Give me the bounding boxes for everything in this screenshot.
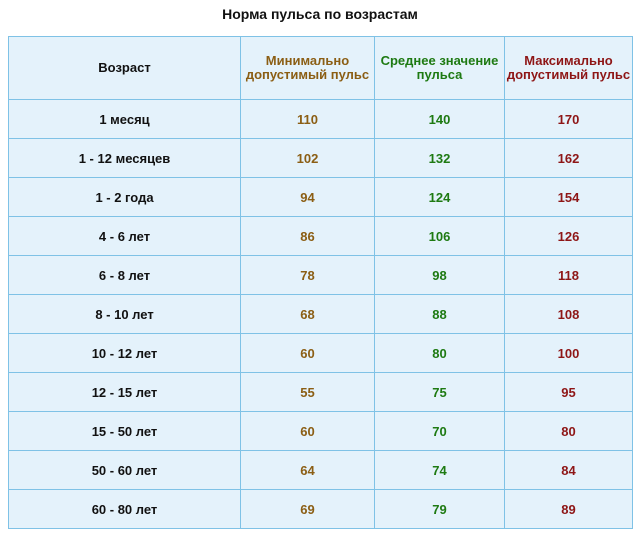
cell-max: 126 <box>504 216 633 256</box>
pulse-table: Возраст Минимально допустимый пульс Сред… <box>8 36 633 529</box>
cell-avg: 74 <box>374 450 505 490</box>
cell-min: 60 <box>240 411 375 451</box>
table-row: 1 месяц 110 140 170 <box>8 99 633 139</box>
table-row: 15 - 50 лет 60 70 80 <box>8 411 633 451</box>
table-row: 1 - 12 месяцев 102 132 162 <box>8 138 633 178</box>
cell-max: 170 <box>504 99 633 139</box>
header-avg: Среднее значение пульса <box>374 36 505 100</box>
table-header-row: Возраст Минимально допустимый пульс Сред… <box>8 36 633 100</box>
cell-min: 78 <box>240 255 375 295</box>
cell-max: 108 <box>504 294 633 334</box>
table-row: 60 - 80 лет 69 79 89 <box>8 489 633 529</box>
cell-max: 100 <box>504 333 633 373</box>
table-row: 50 - 60 лет 64 74 84 <box>8 450 633 490</box>
cell-age: 10 - 12 лет <box>8 333 241 373</box>
cell-min: 102 <box>240 138 375 178</box>
cell-avg: 140 <box>374 99 505 139</box>
cell-avg: 98 <box>374 255 505 295</box>
cell-avg: 106 <box>374 216 505 256</box>
cell-avg: 88 <box>374 294 505 334</box>
cell-age: 50 - 60 лет <box>8 450 241 490</box>
cell-age: 12 - 15 лет <box>8 372 241 412</box>
cell-age: 6 - 8 лет <box>8 255 241 295</box>
cell-min: 60 <box>240 333 375 373</box>
table-row: 10 - 12 лет 60 80 100 <box>8 333 633 373</box>
cell-min: 64 <box>240 450 375 490</box>
header-age: Возраст <box>8 36 241 100</box>
page-title: Норма пульса по возрастам <box>222 6 418 22</box>
cell-avg: 79 <box>374 489 505 529</box>
cell-max: 118 <box>504 255 633 295</box>
cell-age: 4 - 6 лет <box>8 216 241 256</box>
cell-age: 15 - 50 лет <box>8 411 241 451</box>
cell-age: 1 - 2 года <box>8 177 241 217</box>
cell-min: 110 <box>240 99 375 139</box>
cell-min: 69 <box>240 489 375 529</box>
cell-max: 80 <box>504 411 633 451</box>
cell-min: 55 <box>240 372 375 412</box>
cell-max: 89 <box>504 489 633 529</box>
header-min: Минимально допустимый пульс <box>240 36 375 100</box>
cell-age: 1 месяц <box>8 99 241 139</box>
cell-min: 86 <box>240 216 375 256</box>
table-row: 6 - 8 лет 78 98 118 <box>8 255 633 295</box>
cell-max: 95 <box>504 372 633 412</box>
table-row: 4 - 6 лет 86 106 126 <box>8 216 633 256</box>
cell-avg: 132 <box>374 138 505 178</box>
table-row: 12 - 15 лет 55 75 95 <box>8 372 633 412</box>
cell-max: 154 <box>504 177 633 217</box>
cell-max: 162 <box>504 138 633 178</box>
cell-age: 8 - 10 лет <box>8 294 241 334</box>
table-row: 1 - 2 года 94 124 154 <box>8 177 633 217</box>
cell-max: 84 <box>504 450 633 490</box>
header-max: Максимально допустимый пульс <box>504 36 633 100</box>
cell-avg: 124 <box>374 177 505 217</box>
cell-age: 60 - 80 лет <box>8 489 241 529</box>
table-row: 8 - 10 лет 68 88 108 <box>8 294 633 334</box>
cell-avg: 80 <box>374 333 505 373</box>
cell-avg: 75 <box>374 372 505 412</box>
cell-min: 68 <box>240 294 375 334</box>
cell-age: 1 - 12 месяцев <box>8 138 241 178</box>
cell-min: 94 <box>240 177 375 217</box>
table-body: 1 месяц 110 140 170 1 - 12 месяцев 102 132 162 1… <box>8 99 633 529</box>
cell-avg: 70 <box>374 411 505 451</box>
